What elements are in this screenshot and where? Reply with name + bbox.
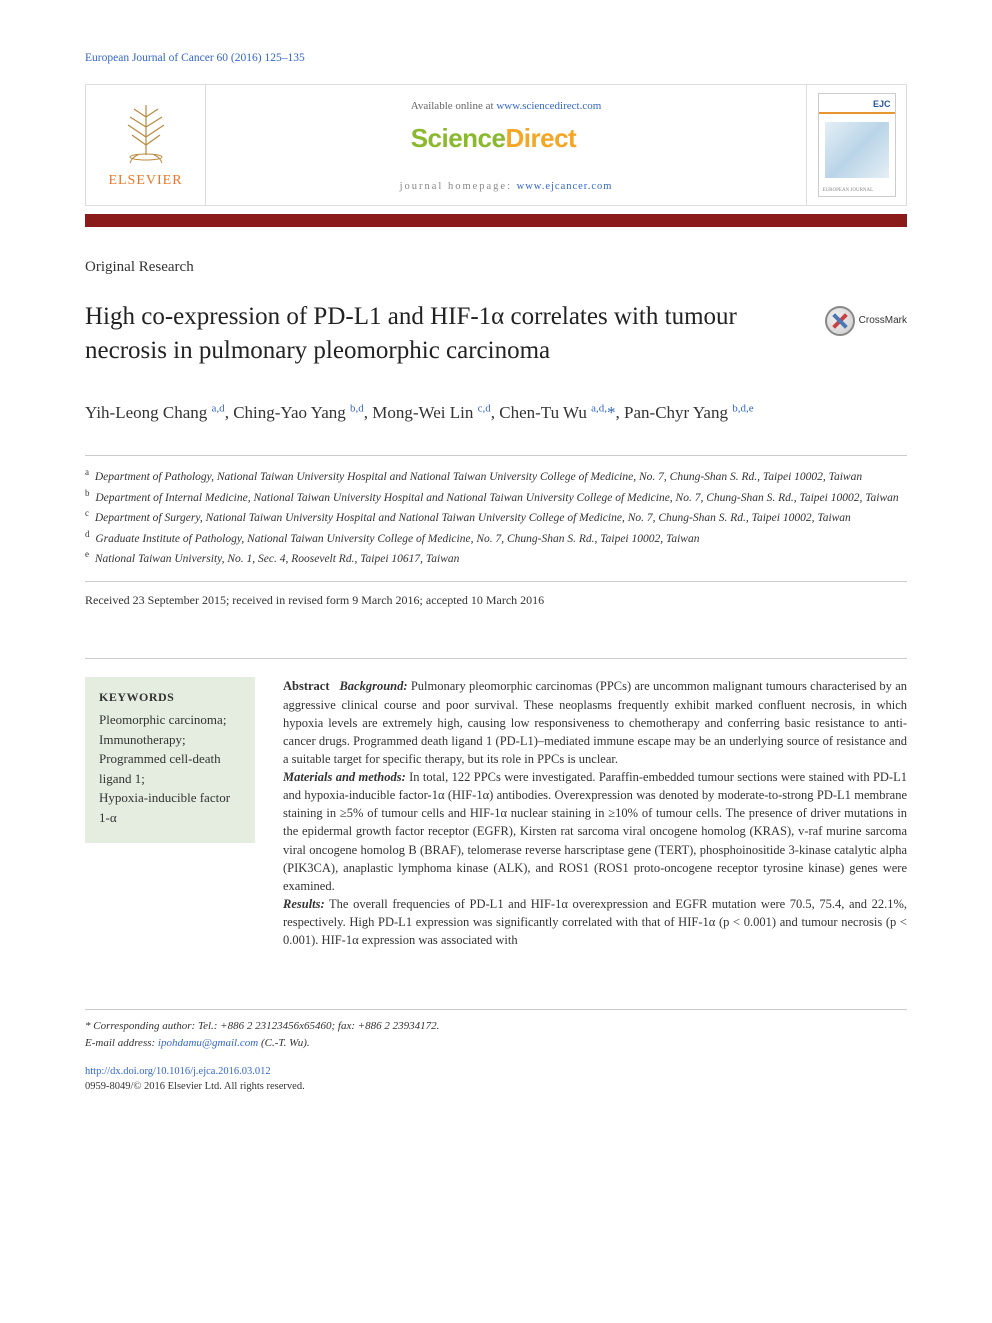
doi-block: http://dx.doi.org/10.1016/j.ejca.2016.03… — [85, 1065, 907, 1094]
crossmark-icon — [825, 306, 855, 336]
sciencedirect-logo: ScienceDirect — [411, 120, 602, 156]
sd-word-2: Direct — [505, 123, 576, 153]
sciencedirect-link[interactable]: www.sciencedirect.com — [496, 100, 601, 112]
available-prefix: Available online at — [411, 100, 497, 112]
journal-homepage-line: journal homepage: www.ejcancer.com — [400, 180, 613, 195]
journal-cover-thumbnail: EJC EUROPEAN JOURNAL — [818, 93, 896, 197]
homepage-prefix: journal homepage: — [400, 181, 517, 192]
doi-link[interactable]: http://dx.doi.org/10.1016/j.ejca.2016.03… — [85, 1066, 271, 1077]
article-title: High co-expression of PD-L1 and HIF-1α c… — [85, 300, 805, 368]
available-online-line: Available online at www.sciencedirect.co… — [411, 99, 602, 114]
journal-homepage-link[interactable]: www.ejcancer.com — [517, 181, 613, 192]
red-divider-bar — [85, 214, 907, 227]
issn-copyright-line: 0959-8049/© 2016 Elsevier Ltd. All right… — [85, 1081, 305, 1092]
keywords-column: KEYWORDS Pleomorphic carcinoma;Immunothe… — [85, 677, 255, 949]
abstract-column: Abstract Background: Pulmonary pleomorph… — [283, 677, 907, 949]
email-suffix: (C.-T. Wu). — [258, 1037, 309, 1049]
keywords-list: Pleomorphic carcinoma;Immunotherapy;Prog… — [99, 710, 241, 827]
crossmark-widget[interactable]: CrossMark — [825, 300, 907, 336]
crossmark-label: CrossMark — [859, 314, 907, 328]
corresponding-label: * Corresponding author: — [85, 1020, 195, 1032]
corresponding-author-block: * Corresponding author: Tel.: +886 2 231… — [85, 1009, 907, 1051]
header-box: ELSEVIER Available online at www.science… — [85, 84, 907, 206]
keyword-item: Pleomorphic carcinoma; — [99, 710, 241, 730]
email-label: E-mail address: — [85, 1037, 155, 1049]
affiliation-item: e National Taiwan University, No. 1, Sec… — [85, 548, 907, 568]
keywords-box: KEYWORDS Pleomorphic carcinoma;Immunothe… — [85, 677, 255, 843]
affiliation-item: a Department of Pathology, National Taiw… — [85, 466, 907, 486]
sd-word-1: Science — [411, 123, 506, 153]
affiliation-item: d Graduate Institute of Pathology, Natio… — [85, 528, 907, 548]
received-dates: Received 23 September 2015; received in … — [85, 592, 907, 609]
keyword-item: Immunotherapy; — [99, 730, 241, 750]
corresponding-text: Tel.: +886 2 23123456x65460; fax: +886 2… — [195, 1020, 439, 1032]
corresponding-email-link[interactable]: ipohdamu@gmail.com — [158, 1037, 258, 1049]
affiliation-item: c Department of Surgery, National Taiwan… — [85, 507, 907, 527]
header-center: Available online at www.sciencedirect.co… — [206, 85, 806, 205]
keyword-item: Hypoxia-inducible factor 1-α — [99, 788, 241, 827]
body-row: KEYWORDS Pleomorphic carcinoma;Immunothe… — [85, 658, 907, 949]
elsevier-tree-icon — [116, 99, 176, 167]
citation-line: European Journal of Cancer 60 (2016) 125… — [85, 50, 907, 66]
cover-ejc-label: EJC — [873, 98, 891, 111]
elsevier-wordmark: ELSEVIER — [108, 171, 182, 191]
affiliation-item: b Department of Internal Medicine, Natio… — [85, 487, 907, 507]
authors-list: Yih-Leong Chang a,d, Ching-Yao Yang b,d,… — [85, 400, 907, 426]
affiliations-block: a Department of Pathology, National Taiw… — [85, 455, 907, 582]
keyword-item: Programmed cell-death ligand 1; — [99, 749, 241, 788]
article-type: Original Research — [85, 257, 907, 278]
journal-cover-cell: EJC EUROPEAN JOURNAL — [806, 85, 906, 205]
elsevier-logo-cell: ELSEVIER — [86, 85, 206, 205]
keywords-heading: KEYWORDS — [99, 689, 241, 706]
